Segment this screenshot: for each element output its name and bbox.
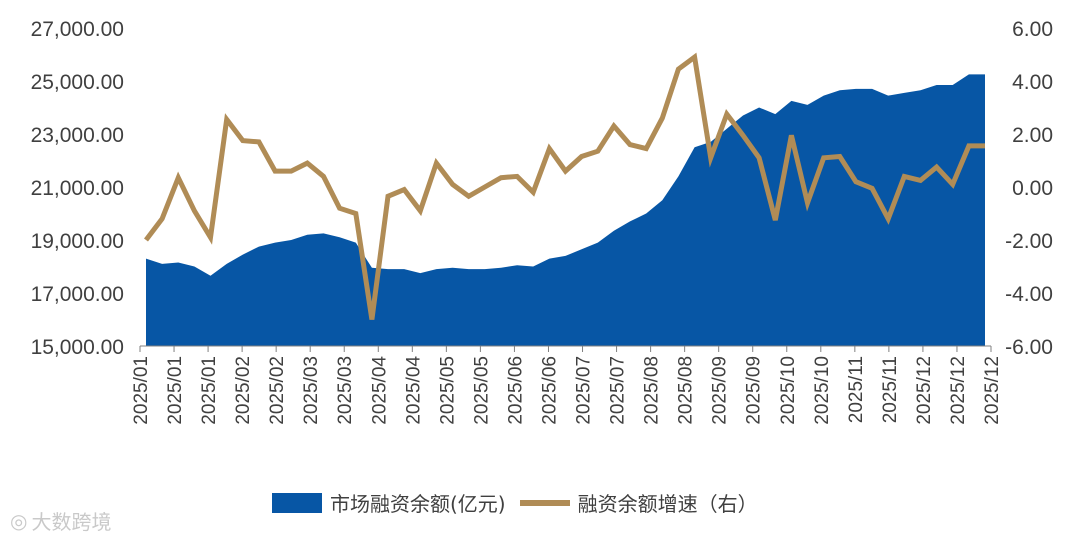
x-axis-tick-label: 2025/11 (880, 356, 901, 423)
left-axis-tick-label: 27,000.00 (31, 18, 124, 41)
left-axis-tick-label: 15,000.00 (31, 336, 124, 359)
x-axis-tick-label: 2025/12 (914, 356, 935, 425)
x-axis-tick-label: 2025/02 (233, 356, 254, 425)
x-axis-tick-label: 2025/06 (505, 356, 526, 425)
right-axis-ticks: 6.00 4.00 2.00 0.00 -2.00 -4.00 -6.00 (1005, 18, 1053, 359)
x-axis-tick-label: 2025/01 (165, 356, 186, 425)
left-axis-tick-label: 19,000.00 (31, 230, 124, 253)
x-axis-tick-label: 2025/07 (574, 356, 595, 425)
x-axis-tick-label: 2025/09 (744, 356, 765, 425)
area-series-layer (146, 74, 985, 347)
brand-logo-icon: ◎ (10, 508, 28, 533)
right-axis-tick-label: 2.00 (1012, 124, 1053, 147)
legend-swatch-area (272, 492, 322, 513)
x-axis-tick-label: 2025/10 (812, 356, 833, 425)
left-axis-tick-label: 21,000.00 (31, 177, 124, 200)
x-axis-tick-label: 2025/04 (369, 356, 390, 425)
left-axis-tick-label: 17,000.00 (31, 283, 124, 306)
x-axis-tick-label: 2025/12 (948, 356, 969, 425)
left-axis-tick-label: 25,000.00 (31, 71, 124, 94)
left-axis-tick-label: 23,000.00 (31, 124, 124, 147)
x-axis-tick-label: 2025/10 (778, 356, 799, 425)
right-axis-tick-label: -2.00 (1005, 230, 1053, 253)
left-axis-ticks: 27,000.00 25,000.00 23,000.00 21,000.00 19,0… (31, 18, 124, 359)
area-series-fill (146, 74, 985, 347)
x-axis-ticks: 2025/01 2025/01 2025/01 2025/02 2025/02 2025/… (131, 356, 1003, 425)
x-axis-tick-label: 2025/11 (846, 356, 867, 423)
right-axis-tick-label: 4.00 (1012, 71, 1053, 94)
legend-item-line: 融资余额增速（右） (519, 488, 758, 517)
legend-item-area: 市场融资余额(亿元) (272, 488, 506, 517)
line-series-path (144, 52, 985, 320)
right-axis-tick-label: 6.00 (1012, 18, 1053, 41)
combo-chart: 27,000.00 25,000.00 23,000.00 21,000.00 19,0… (31, 18, 1053, 425)
x-axis-tick-label: 2025/05 (471, 356, 492, 425)
x-axis-tick-label: 2025/01 (199, 356, 220, 425)
legend-swatch-line (519, 499, 570, 506)
x-axis-tick-label: 2025/02 (267, 356, 288, 425)
watermark-text: 大数跨境 (31, 510, 112, 534)
legend: 市场融资余额(亿元) 融资余额增速（右） (272, 488, 772, 517)
x-axis-tick-label: 2025/03 (301, 356, 322, 425)
x-axis-tick-label: 2025/06 (540, 356, 561, 425)
x-axis-tick-label: 2025/03 (335, 356, 356, 425)
x-axis-tick-label: 2025/12 (982, 356, 1003, 425)
legend-label-area: 市场融资余额(亿元) (330, 492, 506, 516)
x-axis-tick-label: 2025/08 (642, 356, 663, 425)
watermark: ◎ 大数跨境 (10, 506, 111, 535)
x-axis-tick-label: 2025/04 (403, 356, 424, 425)
right-axis-tick-label: -6.00 (1005, 336, 1053, 359)
legend-label-line: 融资余额增速（右） (577, 492, 758, 516)
x-axis-tick-label: 2025/01 (131, 356, 152, 425)
x-axis-tick-label: 2025/09 (710, 356, 731, 425)
x-axis-tick-label: 2025/08 (676, 356, 697, 425)
line-series-layer (144, 52, 985, 320)
x-axis-tick-label: 2025/07 (608, 356, 629, 425)
x-axis-tick-label: 2025/05 (437, 356, 458, 425)
right-axis-tick-label: 0.00 (1012, 177, 1053, 200)
axes-layer (139, 345, 992, 352)
right-axis-tick-label: -4.00 (1005, 283, 1053, 306)
